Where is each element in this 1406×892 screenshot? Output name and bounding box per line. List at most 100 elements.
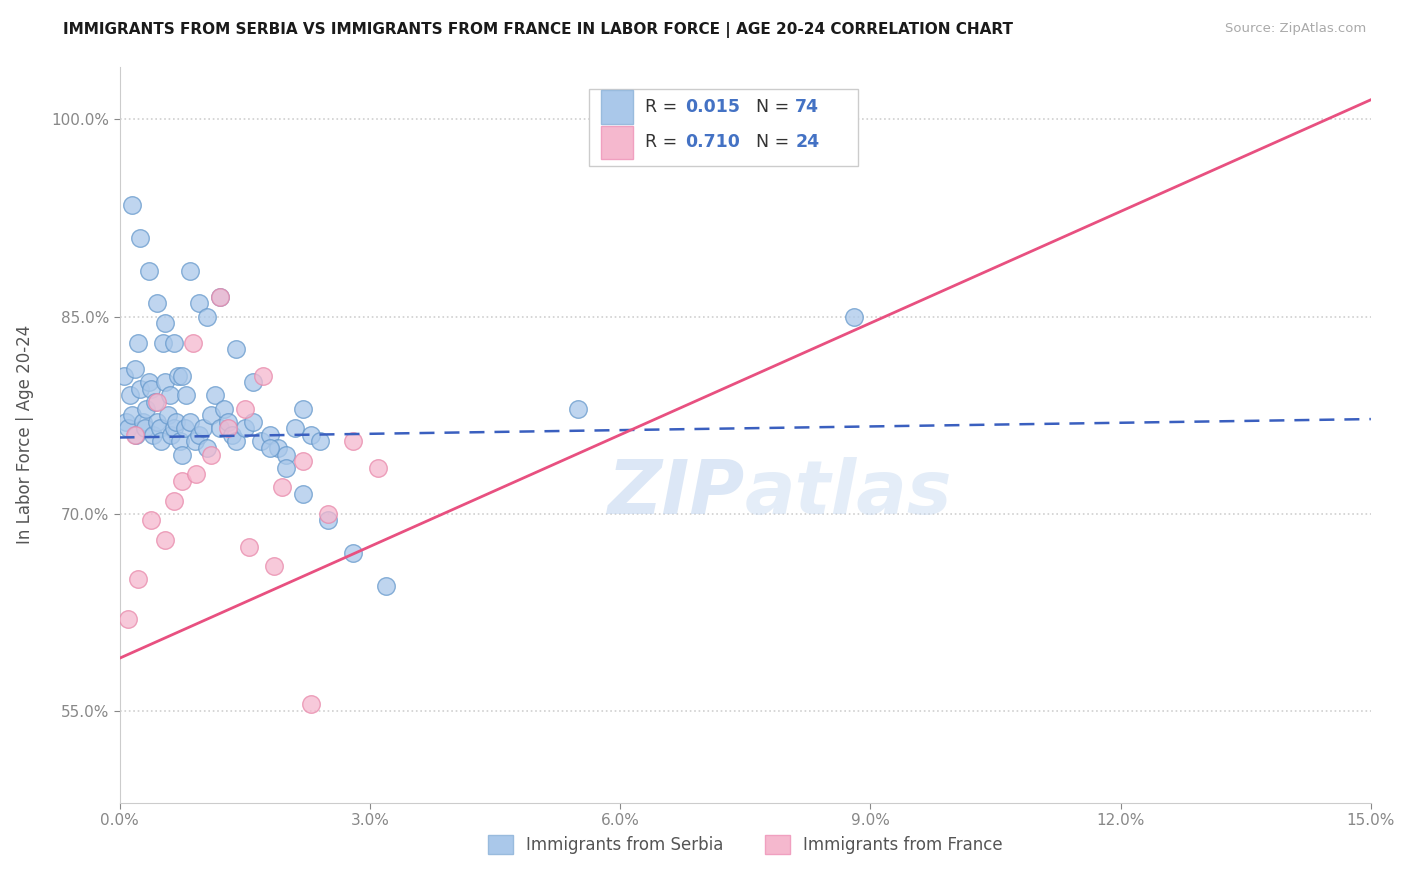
Point — [276, 460, 298, 475]
Point — [263, 559, 285, 574]
Point — [316, 507, 339, 521]
Point — [150, 434, 173, 449]
Point — [129, 382, 152, 396]
Point — [127, 335, 149, 350]
Legend: Immigrants from Serbia, Immigrants from France: Immigrants from Serbia, Immigrants from … — [481, 829, 1010, 861]
Point — [200, 408, 222, 422]
Point — [141, 382, 163, 396]
Point — [271, 480, 294, 494]
Point — [187, 296, 209, 310]
Point — [292, 401, 315, 416]
Point — [156, 408, 179, 422]
Point — [179, 263, 201, 277]
Text: N =: N = — [745, 133, 794, 152]
Point — [155, 376, 177, 390]
Point — [250, 434, 273, 449]
Point — [179, 415, 201, 429]
Point — [316, 513, 339, 527]
Point — [186, 467, 208, 482]
Point — [276, 448, 298, 462]
Point — [117, 612, 139, 626]
Point — [115, 415, 138, 429]
Point — [172, 368, 194, 383]
Point — [187, 428, 209, 442]
Point — [238, 540, 260, 554]
Point — [134, 421, 156, 435]
Point — [217, 415, 239, 429]
Point — [200, 448, 222, 462]
Point — [259, 428, 281, 442]
FancyBboxPatch shape — [602, 126, 633, 159]
Point — [208, 290, 231, 304]
Point — [163, 493, 186, 508]
Point — [342, 434, 364, 449]
Point — [181, 335, 204, 350]
Text: 74: 74 — [796, 98, 820, 116]
Point — [155, 533, 177, 547]
Point — [233, 421, 256, 435]
Point — [129, 231, 152, 245]
Point — [121, 198, 143, 212]
Point — [212, 401, 235, 416]
Point — [759, 106, 782, 120]
Point — [142, 428, 165, 442]
Point — [225, 434, 247, 449]
Point — [112, 368, 135, 383]
Point — [124, 428, 146, 442]
Point — [308, 434, 330, 449]
Point — [125, 428, 148, 442]
Point — [183, 434, 205, 449]
Point — [567, 401, 589, 416]
Point — [160, 428, 183, 442]
Point — [267, 441, 290, 455]
Point — [146, 296, 169, 310]
Point — [299, 428, 322, 442]
FancyBboxPatch shape — [589, 89, 858, 166]
Point — [155, 316, 177, 330]
Point — [367, 460, 389, 475]
Point — [163, 421, 186, 435]
Point — [225, 343, 247, 357]
Point — [146, 395, 169, 409]
Point — [132, 415, 155, 429]
Point — [259, 441, 281, 455]
Text: 24: 24 — [796, 133, 820, 152]
Y-axis label: In Labor Force | Age 20-24: In Labor Force | Age 20-24 — [17, 326, 34, 544]
Point — [169, 434, 191, 449]
Point — [135, 401, 157, 416]
Point — [208, 290, 231, 304]
Point — [242, 415, 264, 429]
Point — [146, 415, 169, 429]
Point — [204, 388, 226, 402]
Point — [292, 454, 315, 468]
Point — [121, 408, 143, 422]
Point — [117, 421, 139, 435]
Point — [138, 376, 160, 390]
Point — [165, 415, 187, 429]
Text: ZIP: ZIP — [607, 458, 745, 530]
Point — [127, 573, 149, 587]
Text: atlas: atlas — [745, 458, 953, 530]
Point — [148, 421, 170, 435]
FancyBboxPatch shape — [602, 90, 633, 124]
Point — [141, 513, 163, 527]
Text: R =: R = — [645, 133, 683, 152]
Text: Source: ZipAtlas.com: Source: ZipAtlas.com — [1226, 22, 1367, 36]
Point — [342, 546, 364, 560]
Point — [118, 388, 141, 402]
Point — [842, 310, 865, 324]
Point — [152, 335, 174, 350]
Point — [292, 487, 315, 501]
Point — [252, 368, 274, 383]
Text: R =: R = — [645, 98, 683, 116]
Point — [375, 579, 398, 593]
Text: 0.015: 0.015 — [685, 98, 740, 116]
Point — [299, 698, 322, 712]
Point — [217, 421, 239, 435]
Point — [159, 388, 181, 402]
Point — [233, 401, 256, 416]
Point — [242, 376, 264, 390]
Point — [208, 421, 231, 435]
Point — [124, 362, 146, 376]
Point — [221, 428, 243, 442]
